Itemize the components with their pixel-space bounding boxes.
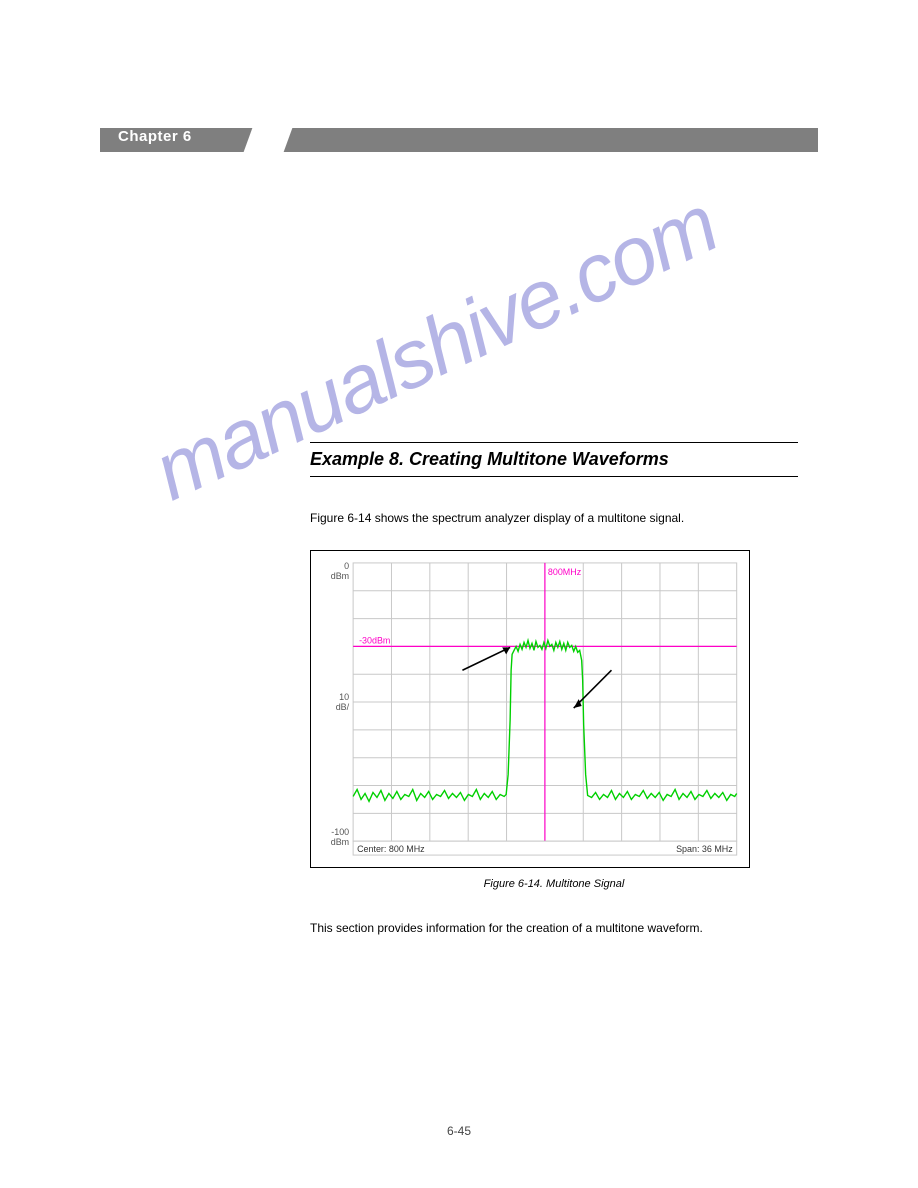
y-top-unit: dBm <box>331 571 349 581</box>
chart-footer-right: Span: 36 MHz <box>676 844 733 854</box>
y-bot-unit: dBm <box>331 837 349 847</box>
chart-footer-left: Center: 800 MHz <box>357 844 425 854</box>
marker-level-label: -30dBm <box>359 635 390 645</box>
after-text: This section provides information for th… <box>310 920 798 937</box>
header-bar <box>100 128 818 152</box>
spectrum-chart: 800MHz -30dBm 0 dBm 10 dB/ -100 dBm Cent… <box>310 550 750 868</box>
chapter-label: Chapter 6 <box>118 128 192 145</box>
figure-caption: Figure 6-14. Multitone Signal <box>310 878 798 890</box>
intro-text: Figure 6-14 shows the spectrum analyzer … <box>310 510 798 527</box>
y-div-value: 10 <box>339 692 349 702</box>
section-heading: Example 8. Creating Multitone Waveforms <box>310 442 798 477</box>
y-top-value: 0 <box>344 561 349 571</box>
marker-freq-label: 800MHz <box>548 567 582 577</box>
spectrum-svg: 800MHz -30dBm 0 dBm 10 dB/ -100 dBm Cent… <box>311 551 749 867</box>
y-bot-value: -100 <box>331 827 349 837</box>
header-cut <box>240 118 296 162</box>
y-div-unit: dB/ <box>336 702 350 712</box>
page-number: 6-45 <box>0 1124 918 1138</box>
